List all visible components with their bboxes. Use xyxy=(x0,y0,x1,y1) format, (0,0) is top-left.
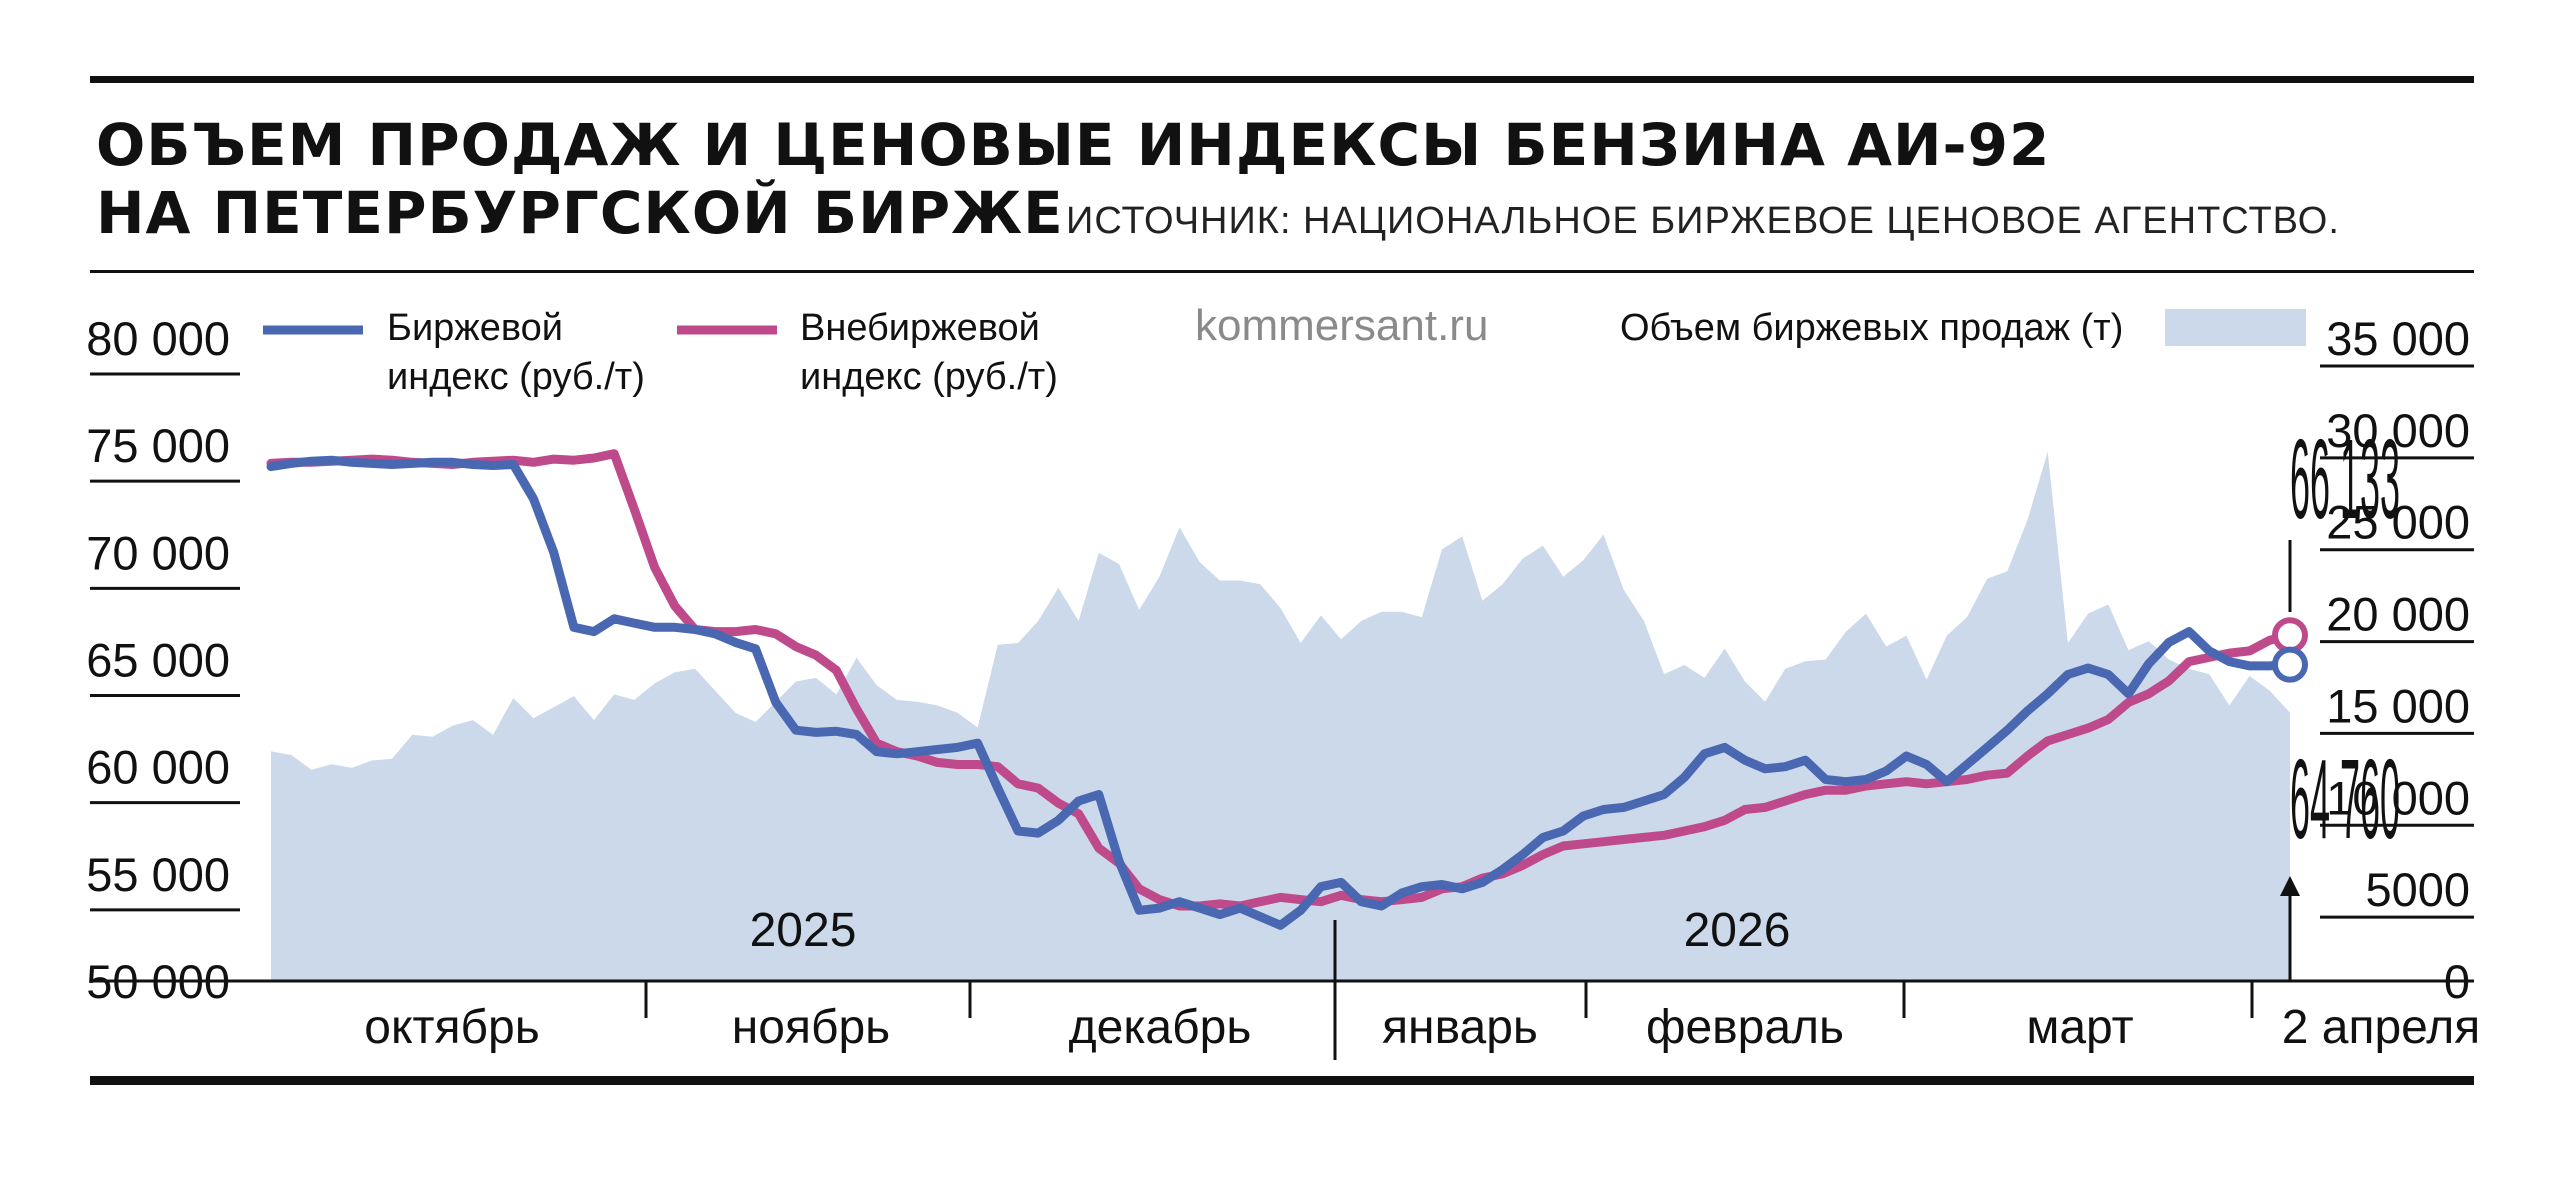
callout-otc-last-value: 66 133 xyxy=(2290,417,2400,543)
month-label-january: январь xyxy=(1382,1001,1538,1054)
callout-exchange-last-value: 64 760 xyxy=(2290,737,2400,863)
right-axis-tick-label: 30 000 xyxy=(2326,404,2470,457)
legend-exchange-label-1: Биржевой xyxy=(387,307,563,349)
exchange-index-line xyxy=(266,455,2295,930)
month-label-april-2: 2 апреля xyxy=(2282,1001,2481,1054)
callout-arrow-head xyxy=(2280,876,2300,896)
left-axis-tick-label: 70 000 xyxy=(86,526,230,579)
watermark: kommersant.ru xyxy=(1195,301,1488,350)
chart-title-line-1: ОБЪЕМ ПРОДАЖ И ЦЕНОВЫЕ ИНДЕКСЫ БЕНЗИНА А… xyxy=(96,111,2050,179)
legend-volume-label: Объем биржевых продаж (т) xyxy=(1620,307,2123,349)
left-y-axis: 80 000 75 000 70 000 65 000 60 000 55 000 50 0… xyxy=(86,312,240,1008)
volume-area-series xyxy=(271,451,2290,981)
top-rule xyxy=(90,76,2474,83)
left-axis-tick-label: 65 000 xyxy=(86,634,230,687)
legend-volume-swatch xyxy=(2165,309,2306,346)
left-axis-tick-label: 50 000 xyxy=(86,955,230,1008)
month-label-february: февраль xyxy=(1646,1001,1844,1054)
month-dividers xyxy=(644,981,2254,1018)
chart-title-line-2: НА ПЕТЕРБУРГСКОЙ БИРЖЕ xyxy=(96,178,1064,247)
right-y-axis: 35 000 30 000 25 000 20 000 15 000 10 000 5000… xyxy=(2320,312,2474,1008)
right-axis-tick-label: 10 000 xyxy=(2326,771,2470,824)
year-label-2026: 2026 xyxy=(1684,904,1791,957)
right-axis-tick-label: 25 000 xyxy=(2326,496,2470,549)
right-axis-tick-label: 5000 xyxy=(2365,863,2470,916)
month-label-october: октябрь xyxy=(364,1001,539,1054)
month-label-november: ноябрь xyxy=(732,1001,890,1054)
right-axis-tick-label: 15 000 xyxy=(2326,679,2470,732)
source-note: ИСТОЧНИК: НАЦИОНАЛЬНОЕ БИРЖЕВОЕ ЦЕНОВОЕ … xyxy=(1066,200,2340,242)
otc-end-marker xyxy=(2272,617,2308,654)
bottom-rule xyxy=(90,1076,2474,1085)
right-axis-tick-label: 35 000 xyxy=(2326,312,2470,365)
left-axis-tick-label: 55 000 xyxy=(86,848,230,901)
month-label-march: март xyxy=(2026,1001,2133,1054)
left-axis-tick-label: 75 000 xyxy=(86,419,230,472)
right-axis-tick-label: 0 xyxy=(2444,955,2470,1008)
left-axis-tick-label: 60 000 xyxy=(86,741,230,794)
month-label-december: декабрь xyxy=(1069,1001,1252,1054)
legend-otc-label-2: индекс (руб./т) xyxy=(800,356,1058,398)
legend-exchange-label-2: индекс (руб./т) xyxy=(387,356,645,398)
right-axis-tick-label: 20 000 xyxy=(2326,588,2470,641)
year-label-2025: 2025 xyxy=(750,904,857,957)
exchange-end-marker xyxy=(2272,646,2308,683)
header-divider xyxy=(90,270,2474,273)
legend-otc-label-1: Внебиржевой xyxy=(800,307,1040,349)
left-axis-tick-label: 80 000 xyxy=(86,312,230,365)
